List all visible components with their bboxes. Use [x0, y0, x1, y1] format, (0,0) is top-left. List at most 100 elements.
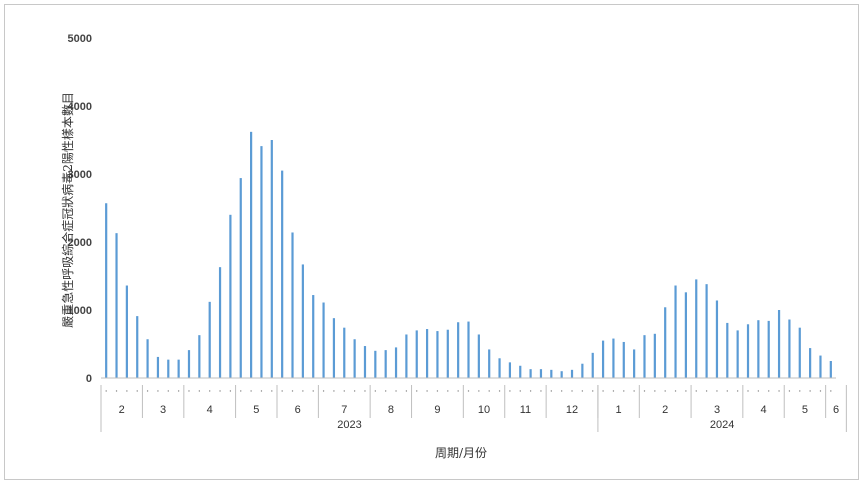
- week-tick-dot: [778, 390, 780, 392]
- week-tick-dot: [571, 390, 573, 392]
- bar: [809, 348, 812, 378]
- bar: [374, 350, 377, 378]
- week-tick-dot: [809, 390, 811, 392]
- week-tick-dot: [198, 390, 201, 392]
- bar: [198, 335, 201, 378]
- week-tick-dot: [757, 390, 760, 392]
- week-tick-dot: [799, 390, 801, 392]
- bar: [498, 358, 501, 378]
- month-label: 10: [478, 404, 490, 416]
- bar: [343, 327, 346, 378]
- bar: [125, 285, 128, 378]
- week-tick-dot: [602, 390, 604, 392]
- bar: [332, 318, 336, 378]
- month-label: 1: [616, 404, 622, 416]
- bar: [550, 369, 553, 378]
- week-tick-dot: [312, 390, 314, 392]
- week-tick-dot: [384, 390, 387, 392]
- week-tick-dot: [126, 390, 128, 392]
- week-tick-dot: [467, 390, 470, 392]
- week-tick-dot: [353, 390, 356, 392]
- bar: [167, 359, 170, 378]
- bar: [508, 362, 512, 378]
- bar: [746, 324, 750, 378]
- week-tick-dot: [819, 390, 822, 392]
- bar: [612, 338, 615, 378]
- bar: [446, 329, 449, 378]
- y-tick-label: 3000: [68, 169, 92, 181]
- bar: [394, 347, 398, 378]
- bar: [436, 331, 439, 378]
- week-tick-dot: [592, 390, 594, 392]
- week-tick-dot: [291, 390, 294, 392]
- bar: [819, 355, 822, 378]
- bar: [529, 369, 532, 378]
- bar: [457, 322, 460, 378]
- bar: [798, 327, 801, 378]
- week-tick-dot: [643, 390, 646, 392]
- week-tick-dot: [498, 390, 501, 392]
- month-label: 11: [520, 404, 531, 416]
- y-axis: 0 1000 2000 3000 4000 5000: [68, 33, 92, 385]
- week-tick-dot: [747, 390, 749, 392]
- week-tick-dot: [426, 390, 428, 392]
- week-tick-dot: [260, 390, 263, 392]
- month-label: 3: [714, 404, 720, 416]
- month-label: 12: [566, 404, 578, 416]
- bar: [384, 350, 387, 378]
- bar: [363, 346, 367, 378]
- bar: [312, 295, 315, 378]
- bar: [156, 356, 160, 378]
- bar: [767, 320, 770, 378]
- bar: [653, 333, 656, 378]
- year-label: 2024: [710, 419, 734, 431]
- year-label: 2023: [337, 419, 361, 431]
- bar: [488, 349, 491, 378]
- week-tick-dot: [478, 390, 480, 392]
- week-tick-dot: [146, 390, 149, 392]
- bar: [519, 365, 522, 378]
- y-axis-title: 嚴重急性呼吸綜合症冠狀病毒2陽性樣本數目: [60, 92, 75, 328]
- bar: [115, 233, 118, 378]
- month-label: 2: [662, 404, 668, 416]
- month-label: 9: [434, 404, 440, 416]
- chart-frame: [4, 4, 859, 480]
- month-label: 4: [207, 404, 213, 416]
- bar: [136, 316, 139, 378]
- week-tick-dot: [540, 390, 542, 392]
- week-tick-dot: [519, 390, 521, 392]
- week-tick-dot: [281, 390, 283, 392]
- bar: [695, 279, 698, 378]
- bar: [281, 170, 284, 378]
- month-label: 4: [760, 404, 766, 416]
- week-tick-dot: [581, 390, 584, 392]
- bar: [684, 292, 687, 378]
- bar: [415, 330, 418, 378]
- week-tick-dot: [726, 390, 728, 392]
- week-tick-dot: [488, 390, 490, 392]
- week-tick-dot: [271, 390, 273, 392]
- y-tick-label: 1000: [68, 305, 92, 317]
- bar: [777, 310, 781, 378]
- week-tick-dot: [136, 390, 138, 392]
- bar: [218, 267, 222, 378]
- y-tick-label: 2000: [68, 237, 92, 249]
- week-tick-dot: [177, 390, 180, 392]
- month-label: 5: [253, 404, 259, 416]
- week-tick-dot: [529, 390, 532, 392]
- week-tick-dot: [550, 390, 553, 392]
- bar: [477, 334, 480, 378]
- bar: [291, 232, 294, 378]
- week-tick-dot: [240, 390, 242, 392]
- week-tick-dot: [219, 390, 221, 392]
- month-label: 7: [341, 404, 347, 416]
- bar: [736, 330, 739, 378]
- bar: [301, 264, 304, 378]
- week-tick-dot: [705, 390, 708, 392]
- week-tick-dot: [188, 390, 190, 392]
- week-tick-dot: [374, 390, 377, 392]
- bar: [674, 285, 677, 378]
- week-tick-dot: [229, 390, 232, 392]
- month-label: 2: [119, 404, 125, 416]
